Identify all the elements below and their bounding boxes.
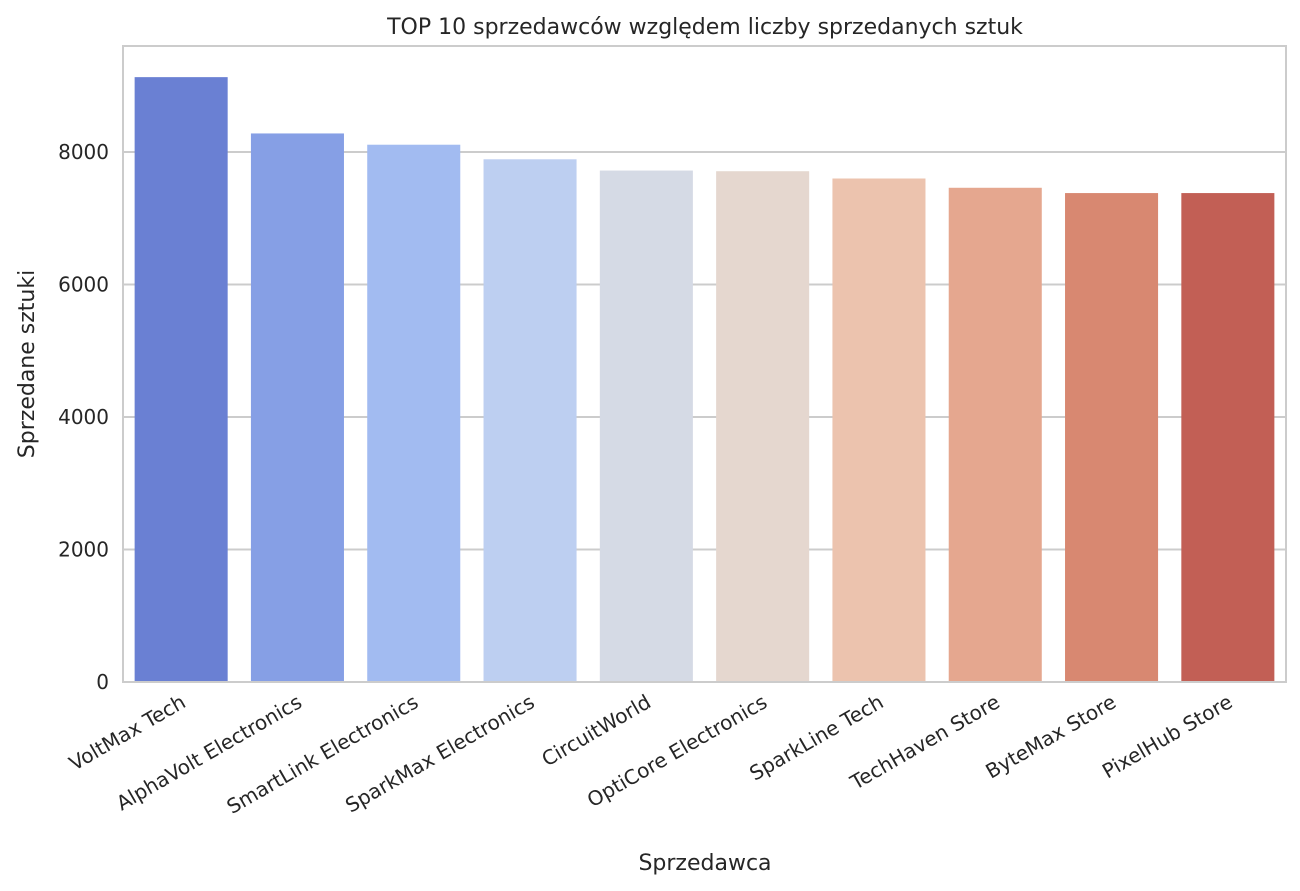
x-tick-label: SparkMax Electronics [341,690,538,818]
x-tick-label: SmartLink Electronics [222,690,422,819]
y-tick-labels: 0 2000 4000 6000 8000 [58,140,109,694]
chart-title: TOP 10 sprzedawców względem liczby sprze… [386,15,1023,40]
bar [250,133,344,682]
bars [134,77,1275,683]
x-axis-label: Sprzedawca [638,851,771,876]
x-tick-label: ByteMax Store [981,690,1120,784]
bar [599,170,693,683]
bar [134,77,228,682]
bar [948,187,1042,682]
bar [716,171,810,682]
plot-frame [122,45,1287,683]
bar [1065,193,1159,682]
y-tick-label: 6000 [58,273,109,297]
y-tick-label: 4000 [58,405,109,429]
bar [483,159,577,683]
y-tick-label: 8000 [58,140,109,164]
x-tick-label: AlphaVolt Electronics [112,690,306,816]
bar [832,178,926,682]
bar [367,144,461,682]
y-axis-label: Sprzedane sztuki [15,270,40,458]
y-tick-label: 2000 [58,538,109,562]
bar [1181,193,1275,682]
y-tick-label: 0 [96,670,109,694]
x-tick-label: PixelHub Store [1098,690,1236,784]
